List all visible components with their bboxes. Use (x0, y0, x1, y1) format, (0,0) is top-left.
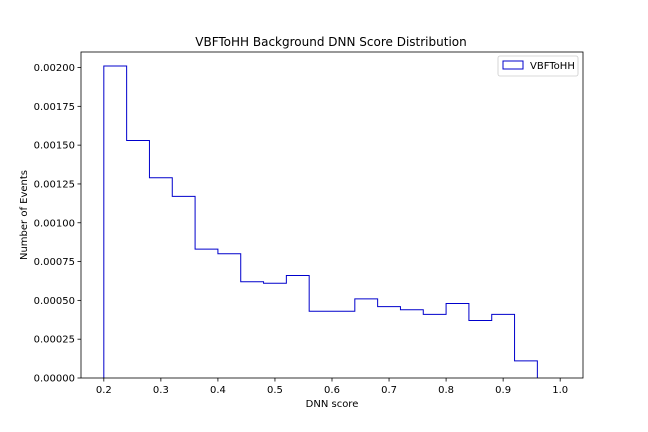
y-tick-label: 0.00175 (34, 102, 75, 113)
y-axis-label: Number of Events (19, 170, 30, 260)
y-axis-ticks: 0.00000 0.00025 0.00050 0.00075 0.00100 0.001… (34, 63, 81, 385)
x-tick-label: 0.4 (210, 385, 226, 396)
y-tick-label: 0.00000 (34, 374, 75, 385)
x-axis-ticks: 0.2 0.3 0.4 0.5 0.6 0.7 0.8 0.9 1.0 (96, 378, 568, 396)
x-tick-label: 0.9 (495, 385, 511, 396)
plot-frame (80, 51, 584, 379)
x-tick-label: 0.3 (153, 385, 169, 396)
x-tick-label: 0.5 (267, 385, 283, 396)
y-tick-label: 0.00125 (34, 179, 75, 190)
y-tick-label: 0.00150 (34, 141, 75, 152)
x-tick-label: 0.2 (96, 385, 112, 396)
x-tick-label: 0.8 (438, 385, 454, 396)
legend-swatch (502, 60, 524, 70)
legend: VBFToHH (497, 55, 579, 77)
y-tick-label: 0.00200 (34, 63, 75, 74)
y-tick-label: 0.00100 (34, 218, 75, 229)
chart-title: VBFToHH Background DNN Score Distributio… (195, 35, 466, 49)
histogram-series-0 (103, 65, 538, 378)
y-tick-label: 0.00025 (34, 335, 75, 346)
y-tick-label: 0.00050 (34, 296, 75, 307)
x-tick-label: 0.7 (381, 385, 397, 396)
y-tick-label: 0.00075 (34, 257, 75, 268)
histogram-layer (103, 65, 538, 378)
x-tick-label: 1.0 (552, 385, 568, 396)
x-axis-label: DNN score (306, 399, 359, 410)
legend-label: VBFToHH (530, 61, 575, 72)
x-tick-label: 0.6 (324, 385, 340, 396)
plot-area (81, 52, 583, 378)
